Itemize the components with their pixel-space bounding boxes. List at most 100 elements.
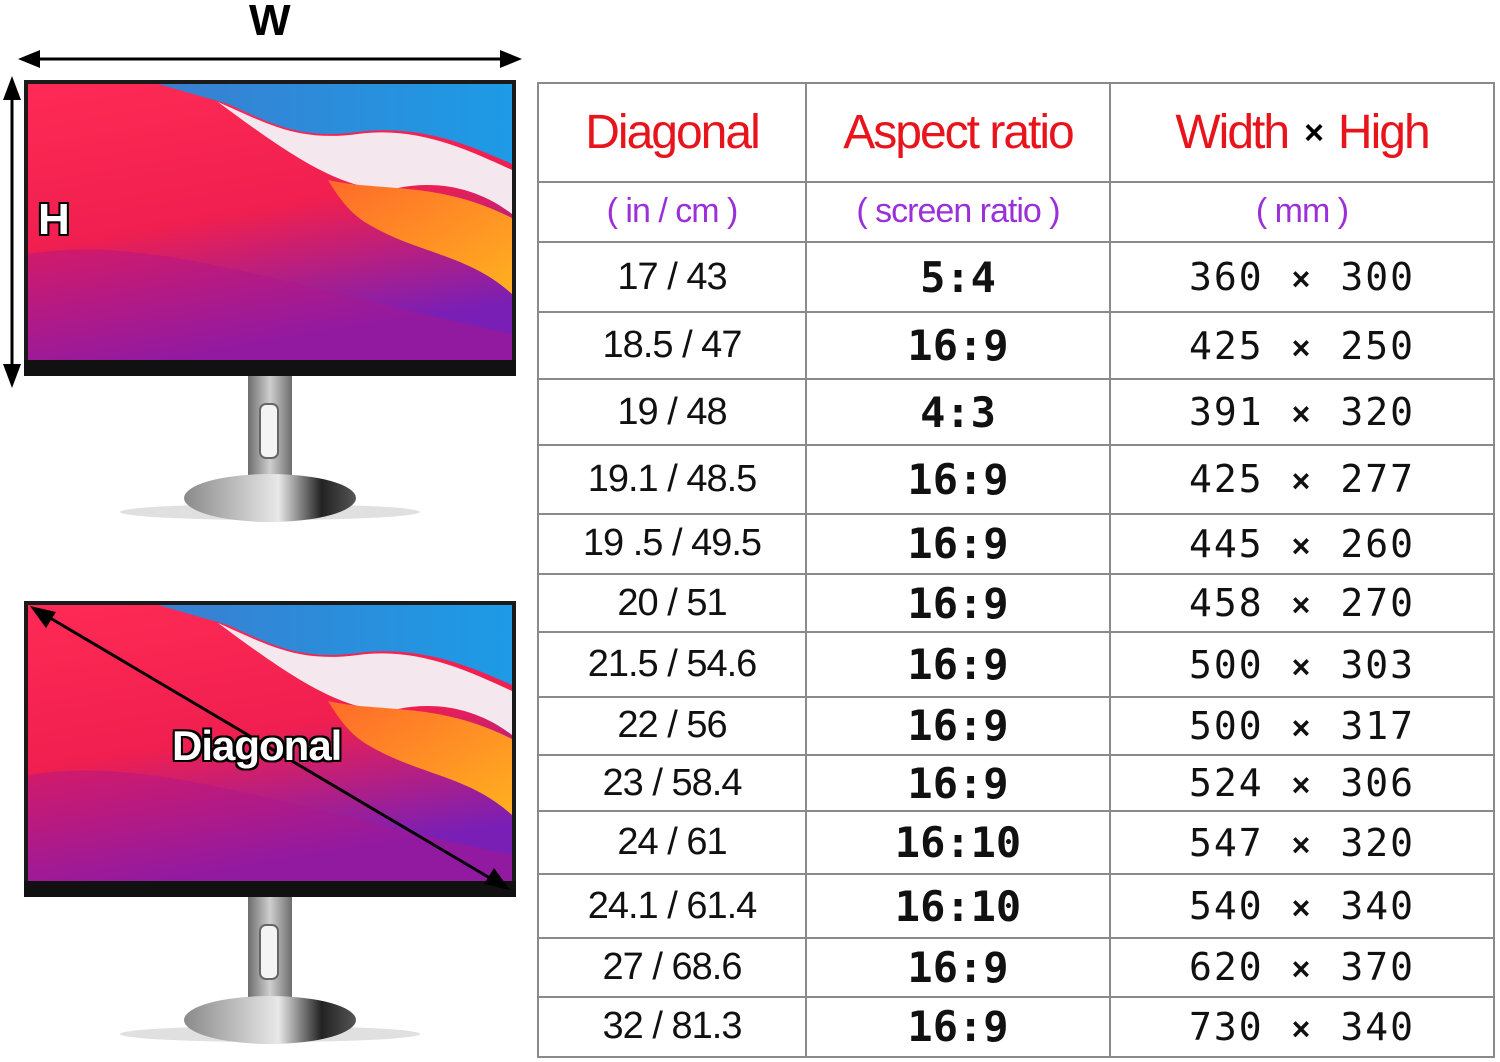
cell-aspect-ratio: 16:9 [805, 695, 1111, 757]
header-aspect-ratio: Aspect ratio [805, 82, 1111, 183]
monitor-top [24, 80, 516, 522]
cell-width: 500 [1189, 642, 1264, 687]
cell-aspect-ratio: 5:4 [805, 240, 1111, 314]
table-row: 22 / 56 16:9 500 × 317 [537, 695, 1495, 757]
cell-dimensions: 425 × 277 [1109, 444, 1495, 515]
times-icon: × [1291, 951, 1313, 988]
cell-diagonal: 19.1 / 48.5 [537, 444, 807, 515]
cell-width: 500 [1189, 703, 1264, 748]
cell-diagonal: 22 / 56 [537, 695, 807, 757]
cell-dimensions: 500 × 317 [1109, 695, 1495, 757]
cell-width: 391 [1189, 390, 1264, 434]
table-row: 20 / 51 16:9 458 × 270 [537, 572, 1495, 634]
monitor-size-table: Diagonal Aspect ratio Width × High ( in / … [537, 82, 1495, 1059]
unit-diagonal: ( in / cm ) [537, 180, 807, 243]
cell-height: 320 [1340, 820, 1415, 865]
cell-diagonal: 27 / 68.6 [537, 937, 807, 998]
cell-width: 425 [1189, 457, 1264, 502]
cell-aspect-ratio: 4:3 [805, 377, 1111, 447]
cell-dimensions: 524 × 306 [1109, 754, 1495, 813]
cell-aspect-ratio: 16:9 [805, 572, 1111, 634]
unit-aspect: ( screen ratio ) [805, 180, 1111, 243]
table-unit-row: ( in / cm ) ( screen ratio ) ( mm ) [537, 180, 1495, 243]
cell-height: 340 [1340, 884, 1415, 928]
width-arrow [18, 50, 522, 68]
cell-aspect-ratio: 16:9 [805, 444, 1111, 515]
monitor-illustration: W H Diagonal [0, 0, 530, 1062]
table-header-row: Diagonal Aspect ratio Width × High [537, 82, 1495, 183]
table-row: 24.1 / 61.4 16:10 540 × 340 [537, 872, 1495, 940]
monitor-bottom [24, 601, 516, 1044]
cell-diagonal: 20 / 51 [537, 572, 807, 634]
cell-diagonal: 32 / 81.3 [537, 995, 807, 1059]
cell-height: 306 [1340, 761, 1415, 806]
cell-diagonal: 19 .5 / 49.5 [537, 512, 807, 575]
cell-height: 277 [1340, 457, 1415, 502]
cell-aspect-ratio: 16:9 [805, 995, 1111, 1059]
cell-width: 445 [1189, 521, 1264, 566]
times-icon: × [1304, 113, 1324, 152]
cell-aspect-ratio: 16:9 [805, 512, 1111, 575]
cell-aspect-ratio: 16:9 [805, 754, 1111, 813]
times-icon: × [1291, 648, 1313, 685]
cell-dimensions: 547 × 320 [1109, 810, 1495, 875]
table-row: 21.5 / 54.6 16:9 500 × 303 [537, 631, 1495, 698]
cell-aspect-ratio: 16:9 [805, 937, 1111, 998]
table-row: 19 .5 / 49.5 16:9 445 × 260 [537, 512, 1495, 575]
cell-dimensions: 730 × 340 [1109, 995, 1495, 1059]
times-icon: × [1291, 329, 1313, 366]
cell-width: 458 [1189, 581, 1264, 626]
cell-width: 425 [1189, 323, 1264, 368]
times-icon: × [1291, 709, 1313, 746]
cell-height: 303 [1340, 642, 1415, 687]
times-icon: × [1291, 890, 1313, 926]
cell-aspect-ratio: 16:10 [805, 810, 1111, 875]
cell-width: 620 [1189, 945, 1264, 990]
cell-height: 300 [1340, 255, 1415, 300]
cell-dimensions: 425 × 250 [1109, 311, 1495, 380]
table-row: 32 / 81.3 16:9 730 × 340 [537, 995, 1495, 1059]
cell-height: 270 [1340, 581, 1415, 626]
times-icon: × [1291, 767, 1313, 804]
diagonal-arrow [30, 606, 510, 890]
table-row: 19.1 / 48.5 16:9 425 × 277 [537, 444, 1495, 515]
header-width: Width [1175, 105, 1290, 159]
table-body: 17 / 43 5:4 360 × 300 18.5 / 47 16:9 425 × 250 19 … [537, 240, 1495, 1059]
height-label: H [38, 195, 70, 244]
times-icon: × [1291, 463, 1313, 500]
cell-width: 730 [1189, 1004, 1264, 1049]
cell-height: 317 [1340, 703, 1415, 748]
cell-aspect-ratio: 16:9 [805, 311, 1111, 380]
times-icon: × [1291, 826, 1313, 863]
cell-dimensions: 391 × 320 [1109, 377, 1495, 447]
cell-width: 540 [1189, 884, 1264, 928]
header-width-high: Width × High [1109, 82, 1495, 183]
cell-width: 547 [1189, 820, 1264, 865]
times-icon: × [1291, 1010, 1313, 1047]
times-icon: × [1291, 587, 1313, 624]
cell-diagonal: 24.1 / 61.4 [537, 872, 807, 940]
cell-dimensions: 540 × 340 [1109, 872, 1495, 940]
width-label: W [249, 0, 291, 45]
height-arrow [3, 76, 21, 388]
cell-dimensions: 458 × 270 [1109, 572, 1495, 634]
cell-aspect-ratio: 16:10 [805, 872, 1111, 940]
cell-height: 250 [1340, 323, 1415, 368]
monitor-graphics [3, 50, 522, 1044]
cell-width: 524 [1189, 761, 1264, 806]
cell-aspect-ratio: 16:9 [805, 631, 1111, 698]
cell-height: 370 [1340, 945, 1415, 990]
diagonal-label: Diagonal [172, 722, 342, 769]
cell-height: 260 [1340, 521, 1415, 566]
cell-dimensions: 445 × 260 [1109, 512, 1495, 575]
table-row: 27 / 68.6 16:9 620 × 370 [537, 937, 1495, 998]
cell-dimensions: 360 × 300 [1109, 240, 1495, 314]
table-row: 24 / 61 16:10 547 × 320 [537, 810, 1495, 875]
cell-diagonal: 24 / 61 [537, 810, 807, 875]
times-icon: × [1291, 527, 1313, 564]
header-high: High [1337, 105, 1431, 159]
cell-dimensions: 500 × 303 [1109, 631, 1495, 698]
cell-height: 320 [1340, 390, 1415, 434]
table-row: 17 / 43 5:4 360 × 300 [537, 240, 1495, 314]
times-icon: × [1291, 261, 1313, 298]
